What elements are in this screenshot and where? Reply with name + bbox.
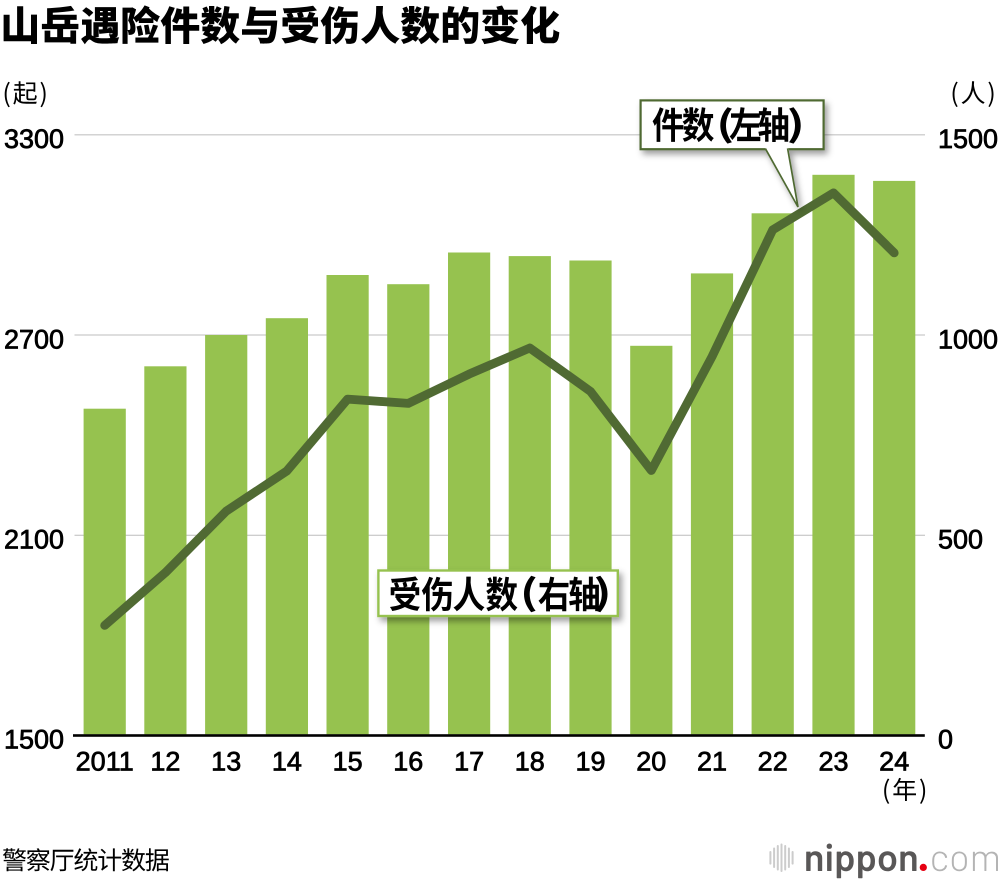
svg-text:3300: 3300 [4,124,64,154]
svg-text:0: 0 [938,724,953,754]
svg-text:22: 22 [758,746,788,776]
svg-text:1500: 1500 [4,724,64,754]
svg-text:16: 16 [393,746,423,776]
svg-text:18: 18 [515,746,545,776]
svg-text:17: 17 [454,746,484,776]
svg-text:24: 24 [879,746,909,776]
svg-text:500: 500 [938,524,983,554]
svg-text:1000: 1000 [938,324,998,354]
svg-text:2700: 2700 [4,324,64,354]
svg-text:14: 14 [272,746,302,776]
svg-text:20: 20 [636,746,666,776]
svg-text:2100: 2100 [4,524,64,554]
svg-text:2011: 2011 [76,746,134,776]
svg-text:12: 12 [150,746,180,776]
svg-text:21: 21 [697,746,727,776]
svg-text:15: 15 [333,746,363,776]
svg-text:13: 13 [211,746,241,776]
svg-text:1500: 1500 [938,124,998,154]
svg-text:23: 23 [818,746,848,776]
svg-text:19: 19 [575,746,605,776]
